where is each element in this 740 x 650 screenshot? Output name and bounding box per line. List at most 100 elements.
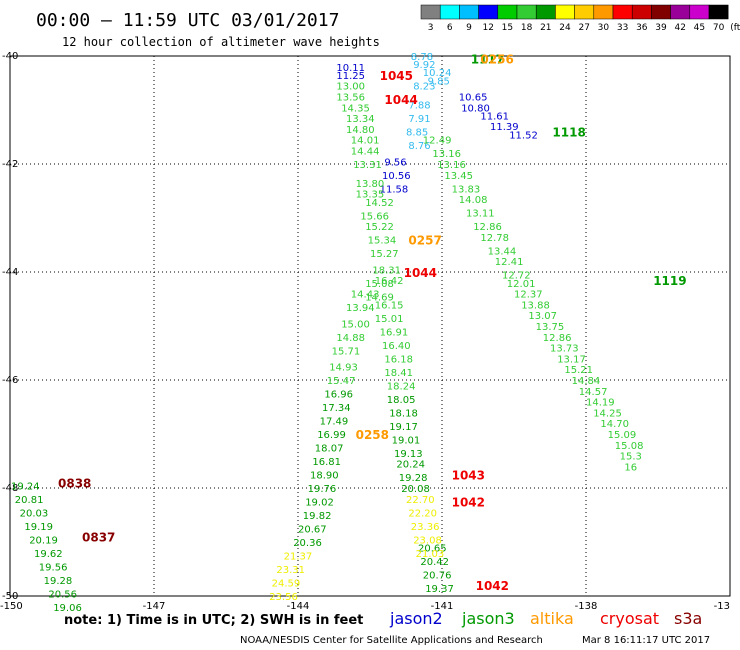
wave-height-value: 18.07 <box>315 444 344 455</box>
satellite-legend-altika: altika <box>530 609 574 628</box>
wave-height-value: 17.34 <box>322 403 351 414</box>
wave-height-value: 22.20 <box>408 508 437 519</box>
pass-time-label: 0258 <box>356 428 389 442</box>
wave-height-value: 14.35 <box>341 103 370 114</box>
scale-label: 9 <box>466 23 472 33</box>
wave-height-value: 20.81 <box>15 495 44 506</box>
wave-height-value: 14.52 <box>365 198 394 209</box>
wave-height-value: 15.21 <box>564 365 593 376</box>
wave-height-value: 12.78 <box>480 233 509 244</box>
pass-time-label: 1118 <box>552 126 585 140</box>
wave-height-value: 7.91 <box>408 114 430 125</box>
wave-height-value: 14.01 <box>351 136 380 147</box>
wave-height-value: 13.75 <box>536 322 565 333</box>
plot-area: -40-42-44-46-48-50 -150 -147 -144 -141 -138-… <box>0 51 731 614</box>
y-tick-labels: -40 -42 -44 -46 -48 -50 <box>2 51 18 602</box>
wave-height-value: 19.06 <box>53 603 82 614</box>
wave-height-value: 18.90 <box>310 471 339 482</box>
scale-swatch <box>651 4 671 20</box>
scale-label: 70 <box>713 23 725 33</box>
wave-height-value: 16.99 <box>317 430 346 441</box>
wave-height-value: 15.34 <box>368 236 397 247</box>
wave-height-value: 16.18 <box>384 354 413 365</box>
wave-height-value: 10.24 <box>423 68 452 79</box>
footer-note: note: 1) Time is in UTC; 2) SWH is in fe… <box>64 613 363 628</box>
wave-height-value: 10.56 <box>382 171 411 182</box>
wave-height-value: 16.81 <box>312 457 341 468</box>
wave-height-value: 24.59 <box>272 579 301 590</box>
pass-time-label: 1042 <box>476 579 509 593</box>
pass-time-label: 0837 <box>82 531 115 545</box>
wave-height-value: 15.3 <box>620 452 642 463</box>
scale-swatch <box>689 4 710 20</box>
wave-height-value: 20.67 <box>298 525 327 536</box>
wave-height-value: 7.88 <box>408 101 430 112</box>
y-tick-label: -50 <box>2 591 18 602</box>
x-tick-label: -150 <box>0 601 23 612</box>
wave-height-value: 16 <box>624 462 637 473</box>
scale-label: 18 <box>521 23 533 33</box>
wave-height-value: 13.56 <box>336 93 365 104</box>
wave-height-value: 19.82 <box>303 511 332 522</box>
wave-height-value: 10.80 <box>461 103 490 114</box>
satellite-legend-cryosat: cryosat <box>600 609 659 628</box>
wave-height-value: 13.16 <box>437 160 466 171</box>
wave-height-value: 13.35 <box>356 190 385 201</box>
pass-time-label: 1119 <box>653 274 686 288</box>
wave-height-value: 15.22 <box>365 222 394 233</box>
wave-height-value: 23.56 <box>269 592 298 603</box>
wave-height-value: 15.08 <box>365 279 394 290</box>
x-tick-labels: -150 -147 -144 -141 -138 -13 <box>0 601 730 612</box>
wave-height-value: 18.24 <box>387 381 416 392</box>
wave-height-value: 13.11 <box>466 209 495 220</box>
wave-height-value: 8.76 <box>408 141 430 152</box>
wave-height-value: 13.16 <box>432 149 461 160</box>
wave-height-value: 10.65 <box>459 93 488 104</box>
scale-label: 27 <box>578 23 589 33</box>
y-tick-label: -46 <box>2 375 18 386</box>
wave-height-value: 13.44 <box>488 246 517 257</box>
wave-height-value: 13.94 <box>346 303 375 314</box>
wave-height-value: 12.37 <box>514 290 543 301</box>
scale-swatch <box>670 4 691 20</box>
wave-height-value: 15.01 <box>375 314 404 325</box>
wave-height-values: 10.1111.2510.6510.8011.6111.3911.529.561… <box>11 52 643 614</box>
wave-height-value: 12.86 <box>473 222 502 233</box>
wave-height-value: 23.08 <box>413 535 442 546</box>
wave-height-value: 11.52 <box>509 130 538 141</box>
scale-label: 42 <box>674 23 685 33</box>
wave-height-value: 14.44 <box>351 147 380 158</box>
wave-height-value: 13.00 <box>336 82 365 93</box>
wave-height-value: 20.76 <box>423 570 452 581</box>
y-tick-label: -48 <box>2 483 18 494</box>
wave-height-value: 19.24 <box>11 481 40 492</box>
wave-height-value: 20.24 <box>396 460 425 471</box>
satellite-legend-s3a: s3a <box>674 609 702 628</box>
wave-height-value: 20.03 <box>20 508 49 519</box>
pass-time-label: 0256 <box>480 53 513 67</box>
chart-subtitle: 12 hour collection of altimeter wave hei… <box>62 35 380 49</box>
wave-height-value: 20.65 <box>418 543 447 554</box>
wave-height-value: 13.31 <box>353 160 382 171</box>
pass-time-label: 1044 <box>404 266 437 280</box>
scale-swatch <box>459 4 479 20</box>
wave-height-value: 14.43 <box>351 290 380 301</box>
scale-label: 12 <box>482 23 493 33</box>
wave-height-value: 23.36 <box>411 522 440 533</box>
x-tick-label: -141 <box>431 601 454 612</box>
wave-height-value: 15.71 <box>332 346 361 357</box>
pass-time-label: 0257 <box>408 234 441 248</box>
scale-label: 45 <box>694 23 705 33</box>
pass-time-label: 1042 <box>452 496 485 510</box>
wave-height-value: 18.41 <box>384 368 413 379</box>
wave-height-value: 19.19 <box>24 522 53 533</box>
scale-label: 6 <box>447 23 453 33</box>
wave-height-value: 18.05 <box>387 395 416 406</box>
wave-height-value: 20.36 <box>293 538 322 549</box>
wave-height-value: 14.08 <box>459 195 488 206</box>
wave-height-value: 16.15 <box>375 300 404 311</box>
wave-height-value: 14.88 <box>336 333 365 344</box>
wave-height-value: 16.40 <box>382 341 411 352</box>
